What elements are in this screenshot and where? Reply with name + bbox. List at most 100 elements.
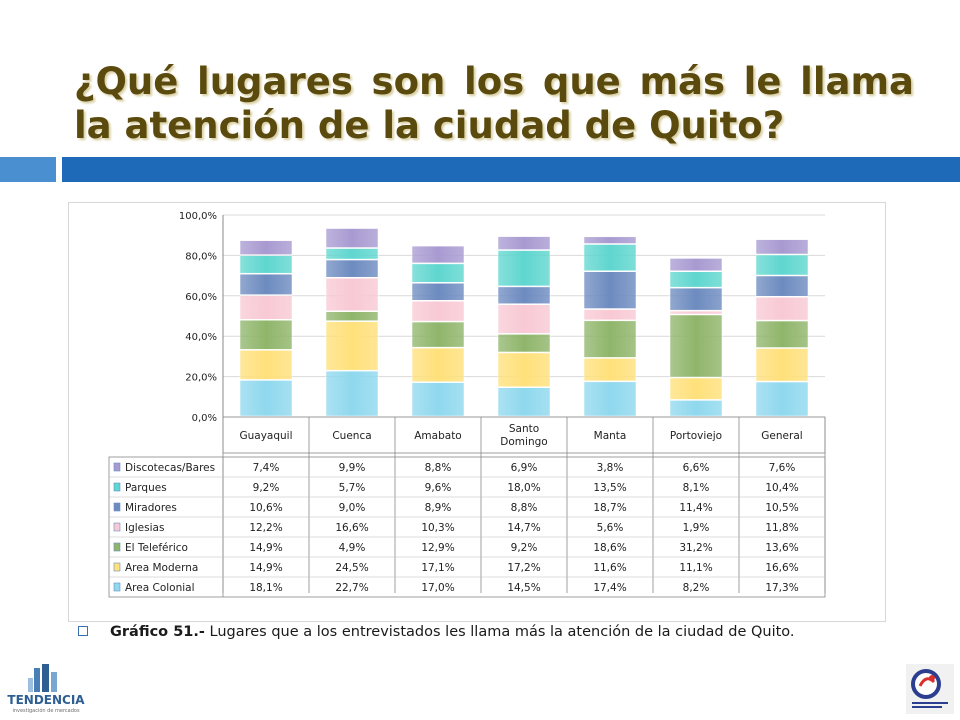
bar-segment-el-telef-rico	[497, 334, 551, 353]
data-label: 14,7%	[507, 522, 540, 534]
data-label: 18,0%	[507, 482, 540, 494]
bar-segment-iglesias	[755, 296, 809, 321]
caption-text: Lugares que a los entrevistados les llam…	[204, 624, 795, 640]
y-tick-label: 60,0%	[185, 292, 217, 303]
legend-label: Area Moderna	[125, 562, 198, 574]
data-label: 11,4%	[679, 502, 712, 514]
legend-swatch	[113, 542, 121, 552]
data-label: 13,5%	[593, 482, 626, 494]
bar-segment-area-colonial	[497, 387, 551, 417]
bar-segment-iglesias	[239, 295, 293, 320]
stacked-bar-chart: 0,0% 20,0% 40,0% 60,0% 80,0% 100,0% Guayaquil…	[108, 211, 826, 598]
data-label: 17,2%	[507, 562, 540, 574]
bar-segment-area-moderna	[411, 347, 465, 382]
bar-segment-parques	[239, 255, 293, 274]
data-label: 24,5%	[335, 562, 368, 574]
legend-swatch	[113, 482, 121, 492]
data-label: 10,3%	[421, 522, 454, 534]
figure-caption: Gráfico 51.- Lugares que a los entrevist…	[78, 624, 795, 640]
bar-segment-parques	[583, 244, 637, 272]
bar-segment-discotecas-bares	[411, 245, 465, 264]
x-category-label: Manta	[594, 430, 627, 442]
bar-segment-miradores	[497, 286, 551, 304]
data-label: 8,2%	[683, 582, 710, 594]
data-label: 31,2%	[679, 542, 712, 554]
data-label: 16,6%	[335, 522, 368, 534]
caption-bullet-icon	[78, 626, 88, 636]
legend-label: Area Colonial	[125, 582, 195, 594]
bar-segment-iglesias	[497, 304, 551, 334]
data-label: 14,5%	[507, 582, 540, 594]
data-label: 10,5%	[765, 502, 798, 514]
data-label: 11,1%	[679, 562, 712, 574]
data-label: 9,2%	[511, 542, 538, 554]
data-label: 12,9%	[421, 542, 454, 554]
data-label: 18,7%	[593, 502, 626, 514]
bar-segment-iglesias	[669, 310, 723, 315]
bar-segment-discotecas-bares	[755, 239, 809, 255]
table-body-frame	[108, 456, 826, 598]
y-tick-label: 80,0%	[185, 251, 217, 262]
data-label: 9,6%	[425, 482, 452, 494]
legend-swatch	[113, 522, 121, 532]
tendencia-logo: TENDENCIA investigación de mercados	[4, 664, 88, 716]
bar-segment-parques	[755, 254, 809, 276]
legend-label: El Teleférico	[125, 542, 188, 554]
bar-segment-iglesias	[411, 301, 465, 322]
data-label: 18,1%	[249, 582, 282, 594]
y-tick-label: 0,0%	[192, 413, 217, 424]
chart-frame: 0,0% 20,0% 40,0% 60,0% 80,0% 100,0% Guayaquil…	[68, 202, 886, 622]
logo-tendencia-sub: investigación de mercados	[12, 707, 80, 714]
x-category-label: General	[761, 430, 802, 442]
data-label: 7,6%	[769, 462, 796, 474]
x-category-label: Cuenca	[332, 430, 371, 442]
accent-bar-left	[0, 157, 56, 182]
data-label: 14,9%	[249, 562, 282, 574]
bar-segment-parques	[325, 248, 379, 260]
slide-title: ¿Qué lugares son los que más le llama la…	[74, 60, 914, 147]
bar-segment-parques	[669, 271, 723, 288]
data-label: 14,9%	[249, 542, 282, 554]
bar-segment-el-telef-rico	[325, 311, 379, 321]
legend-swatch	[113, 502, 121, 512]
bar-segment-parques	[411, 263, 465, 283]
data-label: 16,6%	[765, 562, 798, 574]
bar-segment-area-colonial	[325, 370, 379, 417]
data-label: 13,6%	[765, 542, 798, 554]
bar-segment-area-colonial	[239, 380, 293, 417]
data-label: 8,8%	[425, 462, 452, 474]
data-label: 8,9%	[425, 502, 452, 514]
bar-segment-discotecas-bares	[239, 240, 293, 255]
bar-segment-miradores	[325, 259, 379, 278]
bar-segment-miradores	[669, 287, 723, 311]
bar-segment-area-moderna	[497, 352, 551, 387]
bar-segment-discotecas-bares	[583, 236, 637, 244]
data-label: 10,4%	[765, 482, 798, 494]
data-label: 9,0%	[339, 502, 366, 514]
bar-segment-el-telef-rico	[411, 321, 465, 348]
data-label: 9,9%	[339, 462, 366, 474]
data-label: 8,1%	[683, 482, 710, 494]
bar-segment-miradores	[583, 271, 637, 309]
x-category-label: Amabato	[414, 430, 462, 442]
accent-bar-right	[62, 157, 960, 182]
legend-swatch	[113, 562, 121, 572]
bar-segment-area-colonial	[755, 381, 809, 417]
data-label: 6,6%	[683, 462, 710, 474]
data-label: 1,9%	[683, 522, 710, 534]
legend-label: Iglesias	[125, 522, 164, 534]
data-label: 9,2%	[253, 482, 280, 494]
bar-segment-el-telef-rico	[755, 320, 809, 348]
data-label: 17,0%	[421, 582, 454, 594]
y-tick-label: 20,0%	[185, 373, 217, 384]
bar-segment-miradores	[755, 275, 809, 297]
bar-segment-area-moderna	[325, 321, 379, 371]
x-category-label: Portoviejo	[670, 430, 722, 442]
x-category-label: Santo	[509, 423, 539, 435]
bar-segment-discotecas-bares	[669, 258, 723, 272]
bar-segment-area-colonial	[669, 400, 723, 417]
caption-label: Gráfico 51.-	[110, 624, 205, 640]
data-label: 22,7%	[335, 582, 368, 594]
y-tick-label: 40,0%	[185, 332, 217, 343]
legend-label: Parques	[125, 482, 167, 494]
